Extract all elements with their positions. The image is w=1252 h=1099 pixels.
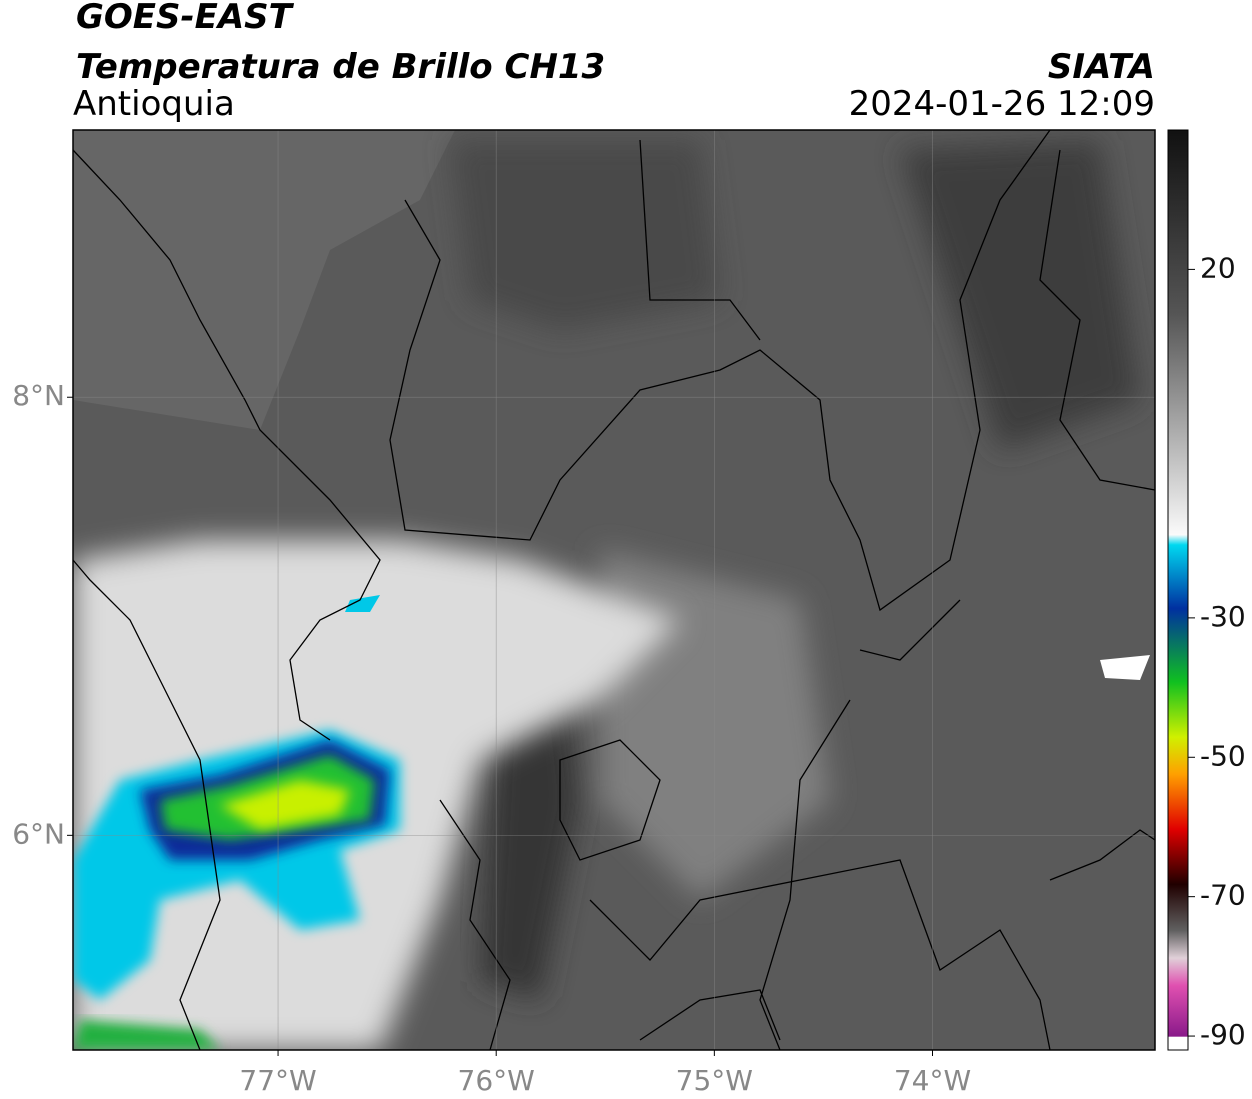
x-tick-label: 75°W — [676, 1064, 753, 1097]
y-tick-label: 6°N — [12, 817, 65, 850]
colorbar-tick-label: -50 — [1200, 739, 1246, 772]
title: GOES-EAST — [76, 0, 295, 37]
subtitle: Temperatura de Brillo CH13 — [76, 47, 605, 87]
region: Antioquia — [73, 84, 235, 124]
grid — [73, 130, 1155, 1050]
y-tick-label: 8°N — [12, 379, 65, 412]
colorbar-tick-label: -70 — [1200, 879, 1246, 912]
satellite-image — [73, 130, 1155, 1050]
source: SIATA — [1048, 47, 1155, 87]
x-tick-label: 76°W — [458, 1064, 535, 1097]
colorbar — [1167, 129, 1189, 1051]
colorbar-tick-label: -90 — [1200, 1018, 1246, 1051]
map-frame — [72, 129, 1156, 1051]
timestamp: 2024-01-26 12:09 — [849, 84, 1155, 124]
colorbar-tick-label: -30 — [1200, 600, 1246, 633]
x-tick-label: 77°W — [239, 1064, 316, 1097]
colorbar-tick-label: 20 — [1200, 251, 1236, 284]
x-tick-label: 74°W — [894, 1064, 971, 1097]
header: GOES-EAST Temperatura de Brillo CH13 Ant… — [73, 0, 1155, 124]
